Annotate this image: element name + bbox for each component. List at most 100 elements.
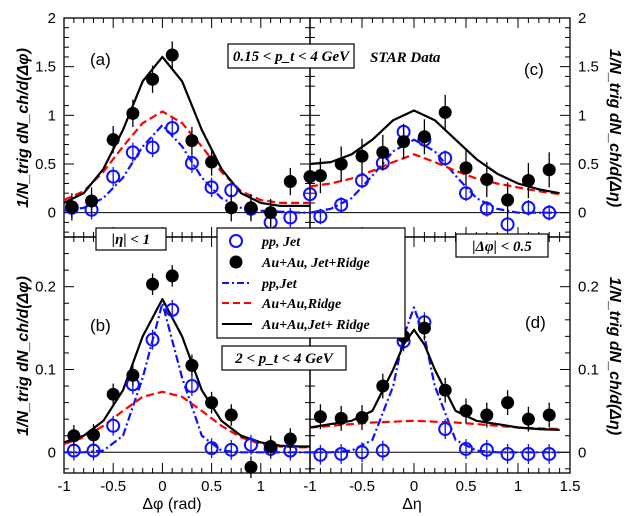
point-auau-jetridge-data-b — [146, 277, 160, 291]
point-auau-jetridge-data-c — [376, 145, 390, 159]
point-auau-jetridge-data-a — [165, 48, 179, 62]
point-auau-jetridge-data-c — [459, 161, 473, 175]
point-auau-jetridge-data-d — [480, 408, 494, 422]
point-auau-jetridge-data-a — [106, 133, 120, 147]
point-auau-jetridge-data-d — [355, 411, 369, 425]
y-axis-label-left-bottom: 1/N_trig dN_ch/d(Δφ) — [15, 276, 32, 436]
point-auau-jetridge-data-a — [85, 194, 99, 208]
point-pp-jet-data-d — [334, 446, 349, 461]
ytick-label-b: 0 — [48, 444, 56, 461]
point-pp-jet-data-d — [355, 445, 369, 460]
point-auau-jetridge-data-a — [146, 72, 160, 86]
point-pp-jet-data-c — [313, 209, 328, 224]
point-auau-jetridge-data-b — [224, 408, 238, 422]
point-pp-jet-data-d — [521, 446, 536, 461]
point-pp-jet-data-c — [542, 205, 557, 220]
y-axis-label-right-top: 1/N_trig dN_ch/d(Δη) — [606, 49, 623, 207]
ytick-label-d: 0.2 — [578, 279, 599, 296]
point-auau-jetridge-data-b — [67, 429, 81, 443]
point-pp-jet-data-a — [283, 210, 298, 225]
point-auau-jetridge-data-c — [480, 173, 494, 187]
panel-label-b: (b) — [90, 316, 111, 335]
x-axis-label-right: Δη — [402, 496, 422, 513]
point-auau-jetridge-data-c — [334, 157, 348, 171]
point-auau-jetridge-data-d — [313, 410, 327, 424]
point-auau-jetridge-data-b — [106, 387, 120, 401]
curve-pp-jet-line-c — [309, 138, 560, 214]
point-auau-jetridge-data-d — [376, 379, 390, 393]
pt-range-bottom-text: 2 < p_t < 4 GeV — [234, 351, 335, 367]
curve-auau-jetridge-line-c — [309, 109, 560, 195]
point-auau-jetridge-data-b — [185, 358, 199, 372]
xtick-label-d: -1 — [303, 478, 316, 495]
point-pp-jet-data-a — [184, 156, 199, 171]
curve-pp-jet-line-b — [64, 302, 310, 454]
point-auau-jetridge-data-d — [459, 404, 473, 418]
ytick-label-d: 0.1 — [578, 361, 599, 378]
legend: pp, Jet Au+Au, Jet+Ridge pp,Jet Au+Au,Ri… — [216, 227, 406, 339]
ytick-label-c: 1.5 — [578, 59, 599, 76]
ytick-label-a: 1 — [48, 107, 56, 124]
point-pp-jet-data-b — [145, 332, 160, 347]
point-pp-jet-data-c — [459, 186, 473, 201]
legend-label-auau-data: Au+Au, Jet+Ridge — [261, 256, 370, 271]
point-auau-jetridge-data-a — [205, 155, 219, 169]
point-auau-jetridge-data-d — [334, 411, 348, 425]
xtick-label-d: 1 — [514, 478, 522, 495]
x-axis-label-left: Δφ (rad) — [142, 496, 201, 513]
legend-label-pp-jet-line: pp,Jet — [261, 277, 298, 292]
ytick-label-b: 0.2 — [35, 279, 56, 296]
y-axis-label-right-bottom: 1/N_trig dN_ch/d(Δη) — [606, 277, 623, 435]
point-auau-jetridge-data-c — [438, 105, 452, 119]
xtick-label-d: 0.5 — [456, 478, 477, 495]
legend-label-auau-jetridge: Au+Au,Jet+ Ridge — [261, 318, 370, 333]
phi-cut-text: |Δφ| < 0.5 — [472, 239, 532, 255]
point-pp-jet-data-a — [125, 145, 140, 160]
legend-marker-auau — [229, 255, 243, 269]
panel-label-c: (c) — [524, 60, 544, 79]
point-auau-jetridge-data-c — [417, 130, 431, 144]
ytick-label-d: 0 — [578, 444, 586, 461]
xtick-label-b: 0 — [158, 478, 166, 495]
point-auau-jetridge-data-b — [205, 396, 219, 410]
xtick-label-b: -1 — [57, 478, 70, 495]
point-pp-jet-data-c — [355, 173, 369, 188]
point-pp-jet-data-c — [500, 217, 515, 232]
curve-auau-ridge-line-a — [63, 110, 310, 204]
eta-cut-box — [95, 227, 167, 251]
pt-range-top-text: 0.15 < p_t < 4 GeV — [233, 49, 351, 65]
point-pp-jet-data-b — [204, 441, 219, 456]
curve-auau-jetridge-line-d — [309, 328, 560, 431]
point-auau-jetridge-data-a — [126, 106, 140, 120]
ytick-label-c: 1 — [578, 107, 586, 124]
point-auau-jetridge-data-c — [542, 163, 556, 177]
ytick-label-c: 0.5 — [578, 156, 599, 173]
legend-label-pp-jet-data: pp, Jet — [261, 235, 301, 250]
legend-marker-pp-jet — [229, 234, 243, 248]
xtick-label-b: 0.5 — [201, 478, 222, 495]
point-auau-jetridge-data-c — [355, 149, 369, 163]
point-pp-jet-data-d — [459, 441, 473, 456]
star-data-label: STAR Data — [370, 50, 441, 66]
point-pp-jet-data-c — [479, 201, 494, 216]
point-auau-jetridge-data-c — [397, 135, 411, 149]
ytick-label-a: 0 — [48, 205, 56, 222]
point-auau-jetridge-data-b — [87, 428, 101, 442]
pt-range-top-box — [227, 43, 355, 69]
point-pp-jet-data-d — [313, 447, 328, 462]
ytick-label-c: 0 — [578, 205, 586, 222]
point-auau-jetridge-data-a — [224, 201, 238, 215]
point-pp-jet-data-b — [106, 418, 121, 433]
point-auau-jetridge-data-d — [542, 408, 556, 422]
point-pp-jet-data-a — [145, 140, 160, 155]
point-pp-jet-data-d — [500, 446, 515, 461]
curve-auau-jetridge-line-a — [63, 55, 310, 207]
point-pp-jet-data-a — [106, 169, 121, 184]
point-pp-jet-data-c — [438, 151, 453, 166]
point-auau-jetridge-data-d — [521, 412, 535, 426]
xtick-label-b: 1 — [257, 478, 265, 495]
point-auau-jetridge-data-b — [165, 269, 179, 283]
curve-auau-ridge-line-c — [309, 153, 560, 196]
ytick-label-a: 2 — [48, 10, 56, 27]
